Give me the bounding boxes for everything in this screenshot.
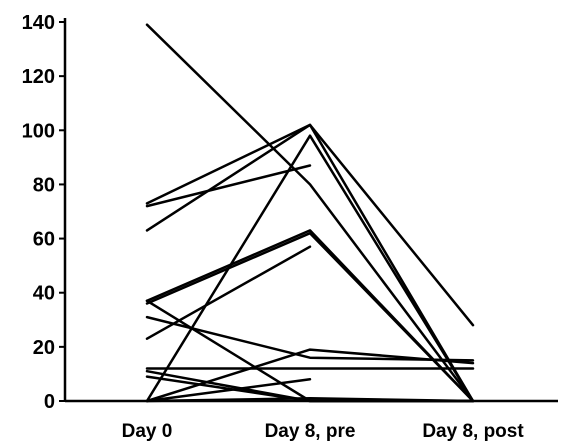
y-tick-label: 80 [33, 174, 55, 196]
y-tick-label: 0 [44, 391, 55, 413]
y-tick-label: 40 [33, 283, 55, 305]
series-line [145, 23, 475, 403]
y-tick-label: 120 [22, 66, 55, 88]
series-line [145, 348, 475, 403]
axes [63, 18, 558, 403]
y-ticks: 0 20 40 60 80 100 140 120 [22, 12, 65, 413]
x-category-label: Day 0 [122, 421, 173, 441]
x-category-label: Day 8, post [422, 421, 524, 441]
series-line [145, 134, 475, 403]
series-line [145, 123, 475, 327]
x-category-labels: Day 0 Day 8, pre Day 8, post [122, 421, 525, 441]
y-tick-label: 60 [33, 229, 55, 251]
series-line [145, 164, 312, 208]
series-line [145, 378, 312, 403]
series-lines [145, 23, 475, 403]
series-line [145, 229, 475, 403]
y-tick-label: 20 [33, 337, 55, 359]
x-category-label: Day 8, pre [265, 421, 356, 441]
series-line [145, 397, 475, 403]
y-tick-label: 140 [22, 12, 55, 34]
y-tick-label: 100 [22, 120, 55, 142]
series-line [145, 231, 475, 403]
